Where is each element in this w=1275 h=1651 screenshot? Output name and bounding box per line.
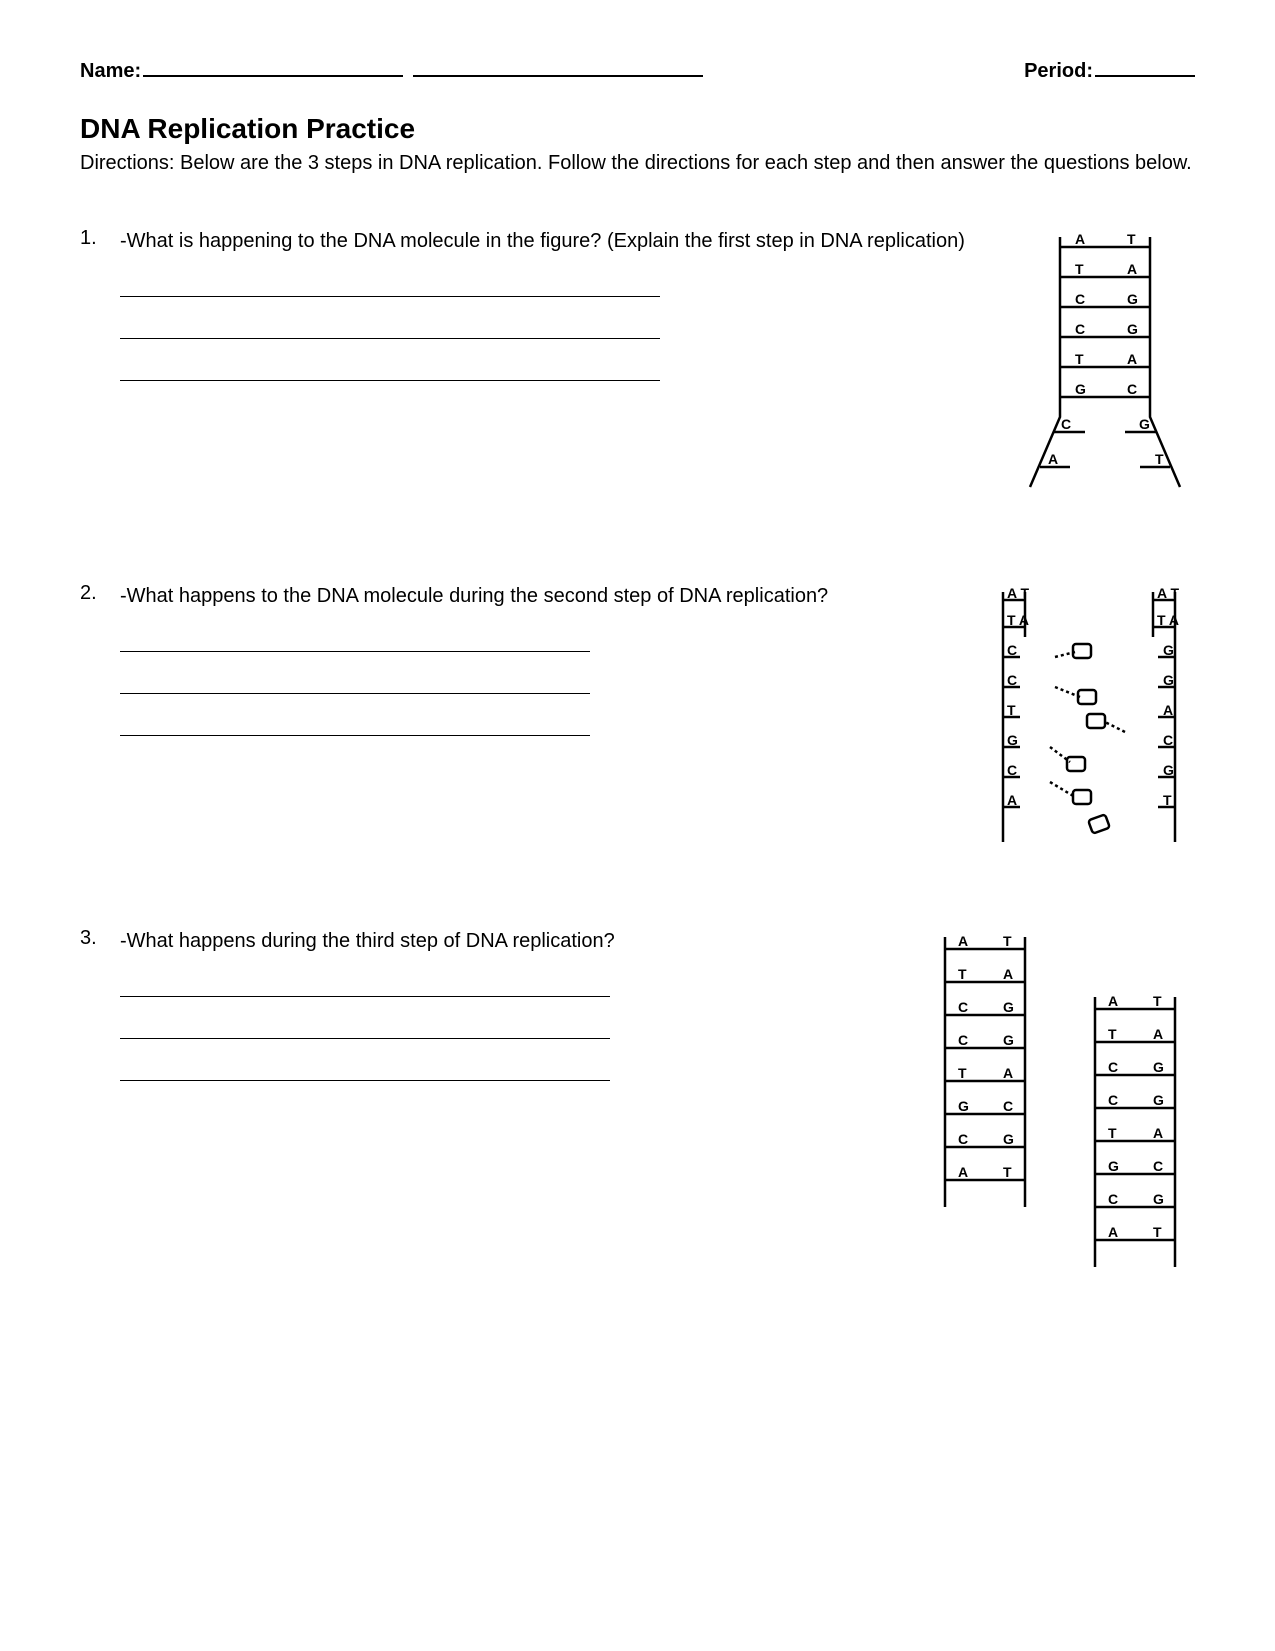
period-blank	[1095, 75, 1195, 77]
svg-text:C: C	[1003, 1098, 1013, 1114]
svg-text:A: A	[1127, 261, 1137, 277]
svg-text:G: G	[1003, 1131, 1014, 1147]
svg-text:C: C	[1061, 416, 1071, 432]
svg-text:A: A	[1007, 792, 1017, 808]
svg-text:A: A	[1153, 1125, 1163, 1141]
svg-text:T: T	[1153, 1224, 1162, 1240]
name-field: Name:	[80, 60, 703, 83]
svg-text:C: C	[1007, 642, 1017, 658]
question-body: -What is happening to the DNA molecule i…	[120, 227, 985, 421]
question-3: 3. -What happens during the third step o…	[80, 927, 1195, 1217]
svg-text:C: C	[1153, 1158, 1163, 1174]
question-body: -What happens during the third step of D…	[120, 927, 895, 1121]
svg-text:C: C	[1127, 381, 1137, 397]
answer-line	[120, 734, 590, 736]
dna-complete-figure: A T T A C G C G T A G C C G A T	[925, 927, 1195, 1217]
answer-line	[120, 1079, 610, 1081]
question-body: -What happens to the DNA molecule during…	[120, 582, 955, 776]
question-number: 1.	[80, 227, 120, 250]
svg-text:G: G	[1163, 642, 1174, 658]
svg-text:T: T	[1003, 1164, 1012, 1180]
name-blank-2	[413, 75, 703, 77]
svg-text:T: T	[1007, 702, 1016, 718]
svg-text:A: A	[1108, 993, 1118, 1009]
svg-text:C: C	[958, 1131, 968, 1147]
svg-text:G: G	[1153, 1092, 1164, 1108]
dna-unzipping-figure: AT TA CG CG TA GC CG AT	[1015, 227, 1195, 512]
answer-line	[120, 379, 660, 381]
svg-text:G: G	[1108, 1158, 1119, 1174]
answer-line	[120, 995, 610, 997]
answer-line	[120, 1037, 610, 1039]
svg-text:A: A	[958, 933, 968, 949]
period-field: Period:	[1024, 60, 1195, 83]
svg-text:T: T	[1155, 451, 1164, 467]
svg-text:C: C	[1108, 1059, 1118, 1075]
svg-text:C: C	[1075, 291, 1085, 307]
question-2: 2. -What happens to the DNA molecule dur…	[80, 582, 1195, 857]
svg-text:A: A	[958, 1164, 968, 1180]
svg-text:A: A	[1075, 231, 1085, 247]
svg-text:T: T	[1075, 261, 1084, 277]
svg-text:A: A	[1003, 1065, 1013, 1081]
question-number: 2.	[80, 582, 120, 605]
question-number: 3.	[80, 927, 120, 950]
svg-text:C: C	[1007, 762, 1017, 778]
svg-text:A: A	[1153, 1026, 1163, 1042]
svg-text:T: T	[1108, 1026, 1117, 1042]
svg-text:G: G	[958, 1098, 969, 1114]
svg-text:A T: A T	[1157, 585, 1179, 601]
svg-text:G: G	[1075, 381, 1086, 397]
question-text: -What happens to the DNA molecule during…	[120, 582, 955, 610]
period-label: Period:	[1024, 60, 1093, 83]
svg-text:G: G	[1163, 672, 1174, 688]
svg-text:C: C	[1075, 321, 1085, 337]
svg-text:A: A	[1003, 966, 1013, 982]
svg-text:A: A	[1108, 1224, 1118, 1240]
header-row: Name: Period:	[80, 60, 1195, 83]
svg-text:A T: A T	[1007, 585, 1029, 601]
answer-line	[120, 692, 590, 694]
answer-line	[120, 650, 590, 652]
answer-line	[120, 295, 660, 297]
dna-nucleotides-figure: A T T A A T T A CG CG TA GC CG AT	[985, 582, 1195, 857]
svg-text:G: G	[1007, 732, 1018, 748]
svg-text:C: C	[1163, 732, 1173, 748]
svg-text:A: A	[1048, 451, 1058, 467]
svg-text:C: C	[958, 1032, 968, 1048]
directions-text: Directions: Below are the 3 steps in DNA…	[80, 149, 1195, 177]
svg-text:T: T	[1108, 1125, 1117, 1141]
svg-text:G: G	[1127, 321, 1138, 337]
svg-text:A: A	[1127, 351, 1137, 367]
svg-text:T A: T A	[1157, 612, 1179, 628]
svg-text:G: G	[1127, 291, 1138, 307]
svg-text:G: G	[1003, 1032, 1014, 1048]
svg-text:T: T	[1003, 933, 1012, 949]
svg-text:T: T	[1075, 351, 1084, 367]
question-text: -What is happening to the DNA molecule i…	[120, 227, 985, 255]
svg-text:G: G	[1139, 416, 1150, 432]
svg-text:A: A	[1163, 702, 1173, 718]
svg-text:C: C	[958, 999, 968, 1015]
svg-text:T: T	[958, 1065, 967, 1081]
name-label: Name:	[80, 60, 141, 83]
svg-text:T A: T A	[1007, 612, 1029, 628]
svg-text:G: G	[1153, 1191, 1164, 1207]
answer-line	[120, 337, 660, 339]
svg-text:T: T	[1153, 993, 1162, 1009]
svg-text:G: G	[1153, 1059, 1164, 1075]
svg-text:C: C	[1007, 672, 1017, 688]
svg-text:G: G	[1163, 762, 1174, 778]
worksheet-title: DNA Replication Practice	[80, 113, 1195, 145]
svg-text:C: C	[1108, 1191, 1118, 1207]
svg-text:T: T	[958, 966, 967, 982]
svg-text:T: T	[1127, 231, 1136, 247]
svg-text:T: T	[1163, 792, 1172, 808]
svg-text:G: G	[1003, 999, 1014, 1015]
svg-text:C: C	[1108, 1092, 1118, 1108]
question-1: 1. -What is happening to the DNA molecul…	[80, 227, 1195, 512]
name-blank-1	[143, 75, 403, 77]
question-text: -What happens during the third step of D…	[120, 927, 895, 955]
